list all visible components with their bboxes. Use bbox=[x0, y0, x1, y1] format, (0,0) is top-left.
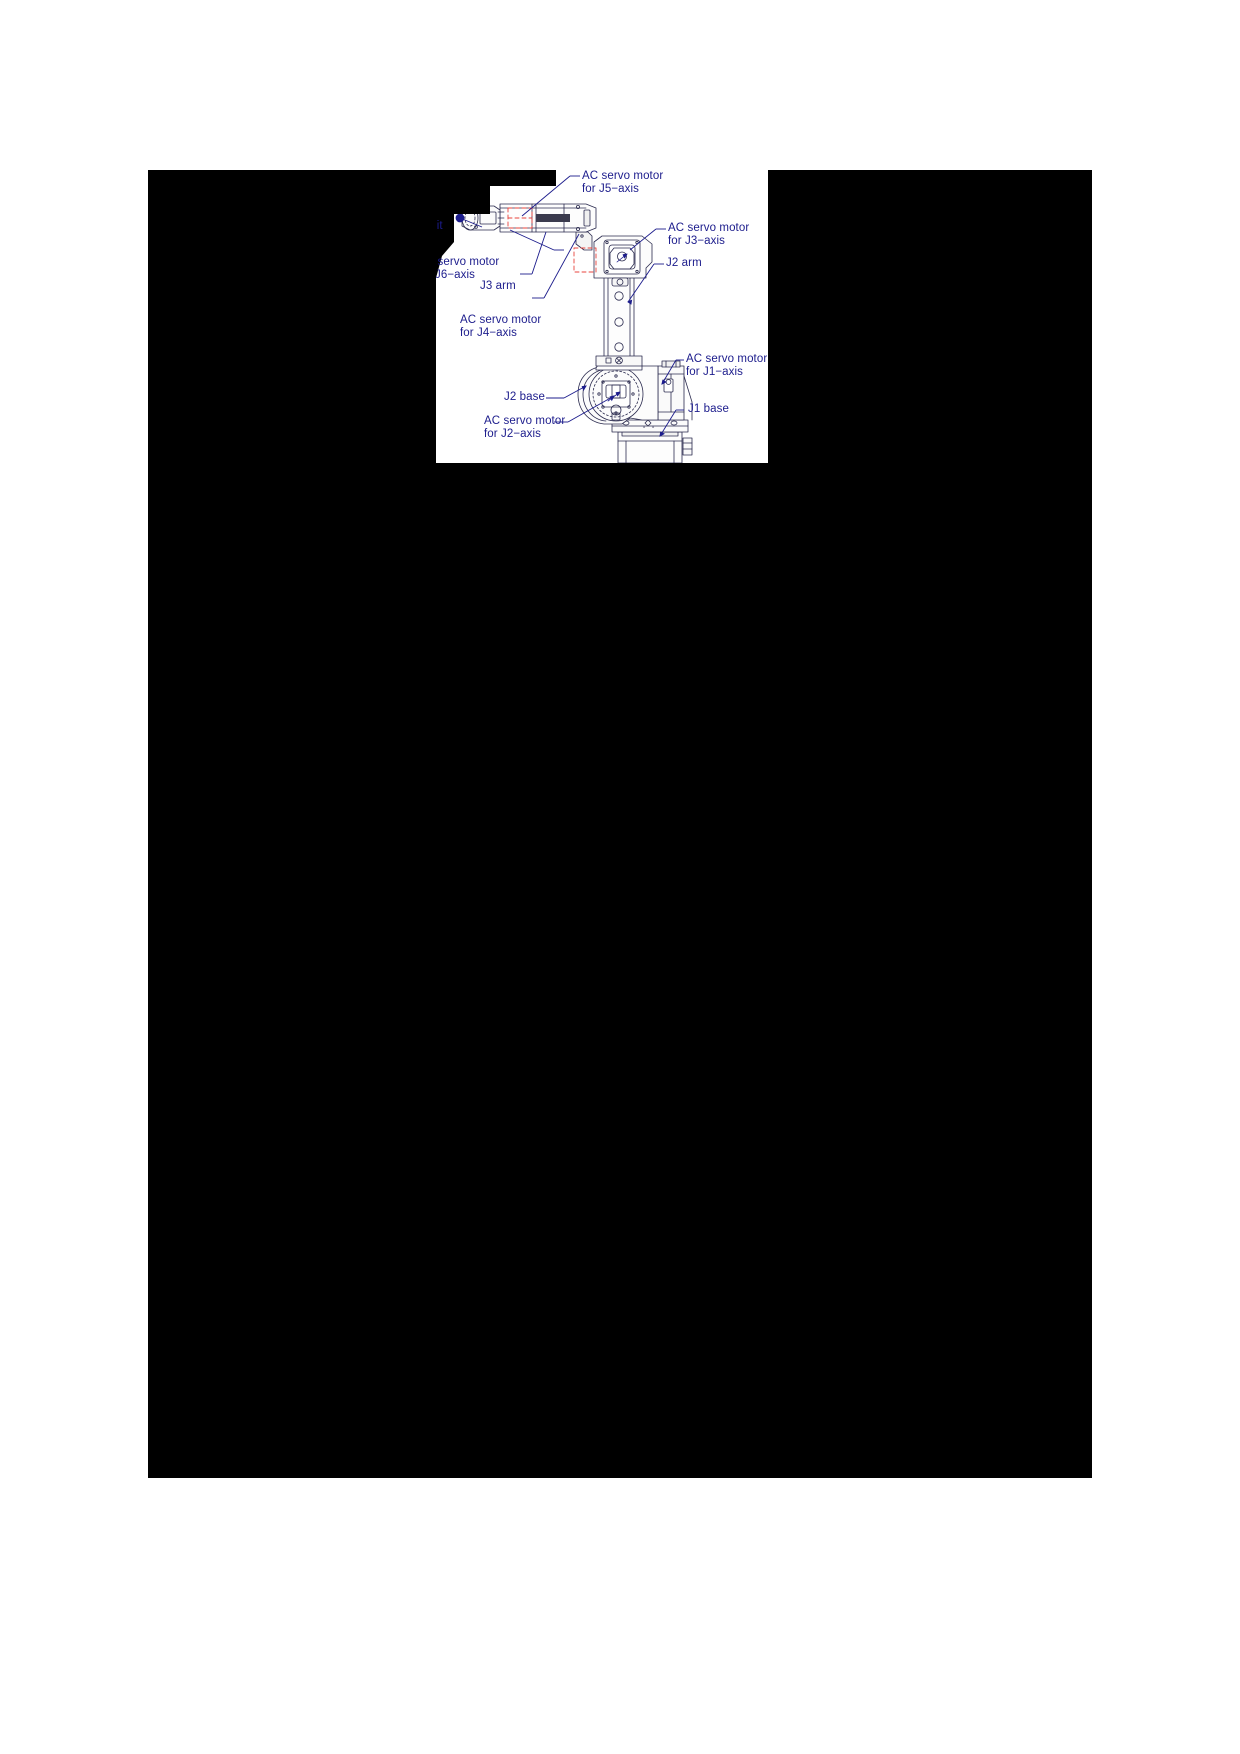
label-motor-j4-line1: AC servo motor bbox=[460, 314, 542, 326]
leader-lines bbox=[459, 175, 684, 437]
label-j2-base: J2 base bbox=[504, 391, 545, 403]
svg-text:o: o bbox=[652, 424, 655, 429]
label-j2-arm: J2 arm bbox=[666, 257, 702, 269]
label-wrist-unit: Wrist unit bbox=[436, 220, 443, 232]
robot-line-drawing: o o bbox=[455, 203, 693, 463]
label-j1-base: J1 base bbox=[688, 403, 729, 415]
label-motor-j4-line2: for J4−axis bbox=[460, 327, 518, 339]
label-motor-j3-line1: AC servo motor bbox=[668, 222, 750, 234]
label-motor-j2-line2: for J2−axis bbox=[484, 428, 542, 440]
label-motor-j6-line1: AC servo motor bbox=[437, 256, 500, 268]
robot-diagram-panel: o o bbox=[436, 170, 768, 463]
label-motor-j3-line2: for J3−axis bbox=[668, 235, 726, 247]
label-motor-j5-line1: AC servo motor bbox=[582, 170, 664, 182]
label-motor-j1-line1: AC servo motor bbox=[686, 353, 768, 365]
svg-text:o: o bbox=[643, 424, 646, 429]
label-j3-arm: J3 arm bbox=[480, 280, 516, 292]
label-motor-j5-line2: for J5−axis bbox=[582, 183, 640, 195]
label-motor-j6-line2: for J6−axis bbox=[436, 269, 476, 281]
label-motor-j1-line2: for J1−axis bbox=[686, 366, 744, 378]
label-motor-j2-line1: AC servo motor bbox=[484, 415, 566, 427]
